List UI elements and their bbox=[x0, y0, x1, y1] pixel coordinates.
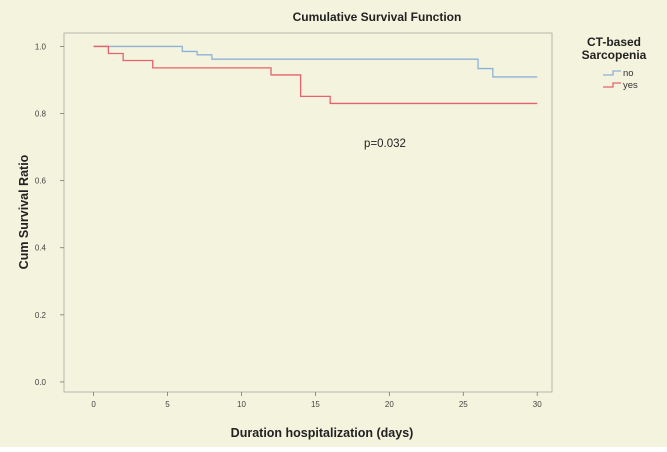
y-tick-label: 0.8 bbox=[35, 110, 47, 119]
legend-swatch-no bbox=[603, 70, 621, 76]
legend-swatch-yes bbox=[603, 82, 621, 88]
y-tick-label: 1.0 bbox=[35, 42, 47, 51]
y-tick-label: 0.0 bbox=[35, 378, 47, 387]
legend-title-line2: Sarcopenia bbox=[582, 48, 647, 62]
legend-label-no: no bbox=[623, 68, 634, 79]
x-tick-label: 20 bbox=[385, 400, 394, 409]
y-tick-label: 0.6 bbox=[35, 177, 47, 186]
y-axis-label: Cum Survival Ratio bbox=[17, 154, 31, 269]
legend-label-yes: yes bbox=[623, 80, 638, 91]
legend-title-line1: CT-based bbox=[587, 35, 641, 49]
x-axis: 0 5 10 15 20 25 30 bbox=[91, 392, 542, 409]
x-tick-label: 10 bbox=[237, 400, 246, 409]
p-value-annotation: p=0.032 bbox=[364, 138, 406, 150]
chart-title: Cumulative Survival Function bbox=[293, 10, 462, 24]
x-tick-label: 30 bbox=[533, 400, 542, 409]
y-axis: 0.0 0.2 0.4 0.6 0.8 1.0 bbox=[35, 42, 64, 387]
series-layer bbox=[93, 45, 538, 105]
x-tick-label: 0 bbox=[91, 400, 96, 409]
survival-line-yes bbox=[93, 45, 538, 105]
x-tick-label: 25 bbox=[459, 400, 468, 409]
y-tick-label: 0.2 bbox=[35, 311, 47, 320]
plot-frame bbox=[63, 32, 553, 393]
survival-line-no bbox=[93, 45, 538, 78]
y-tick-label: 0.4 bbox=[35, 244, 47, 253]
plot-border bbox=[63, 32, 553, 393]
x-axis-label: Duration hospitalization (days) bbox=[231, 426, 414, 440]
x-tick-label: 15 bbox=[311, 400, 320, 409]
x-tick-label: 5 bbox=[165, 400, 170, 409]
